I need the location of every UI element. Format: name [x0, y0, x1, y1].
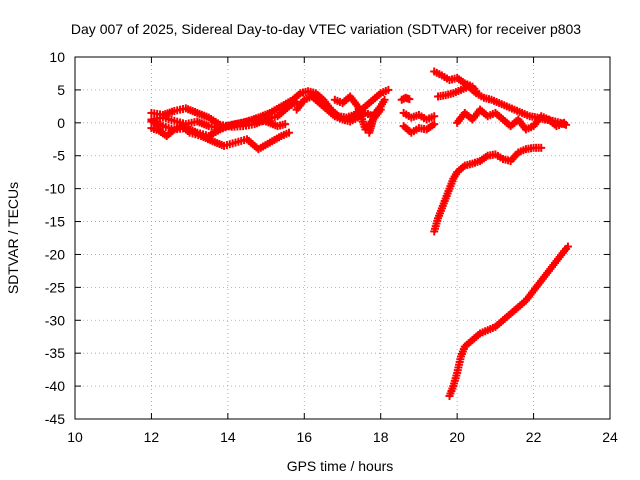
x-tick-label: 22: [526, 429, 542, 445]
y-tick-label: -35: [45, 345, 65, 361]
y-tick-label: -25: [45, 279, 65, 295]
data-point: [563, 242, 572, 251]
data-point: [430, 112, 439, 121]
data-point: [285, 128, 293, 137]
y-tick-label: -40: [45, 378, 65, 394]
y-tick-label: -15: [45, 214, 65, 230]
y-tick-label: -5: [53, 148, 66, 164]
data-point: [384, 85, 393, 94]
y-tick-label: 0: [57, 115, 65, 131]
chart-title: Day 007 of 2025, Sidereal Day-to-day VTE…: [71, 21, 581, 37]
data-point: [405, 95, 414, 104]
data-point: [537, 143, 546, 152]
y-tick-label: 5: [57, 82, 65, 98]
data-point: [376, 105, 385, 114]
x-tick-label: 18: [373, 429, 389, 445]
x-tick-label: 24: [602, 429, 618, 445]
y-tick-label: -30: [45, 312, 65, 328]
x-axis-title: GPS time / hours: [287, 458, 394, 474]
y-ticks: 10 5 0 -5 -10 -15 -20 -25 -30 -35 -40 -45: [45, 49, 610, 427]
data-point: [560, 118, 569, 127]
x-tick-label: 20: [449, 429, 465, 445]
data-point: [370, 108, 379, 117]
data-point: [281, 120, 290, 129]
data-point: [380, 95, 389, 104]
x-tick-label: 12: [144, 429, 160, 445]
x-tick-label: 10: [67, 429, 83, 445]
plot-frame: [74, 56, 611, 420]
x-ticks: 10 12 14 16 18 20 22 24: [67, 57, 618, 445]
y-tick-label: -20: [45, 246, 65, 262]
y-axis-title: SDTVAR / TECUs: [5, 182, 21, 294]
y-tick-label: -45: [45, 411, 65, 427]
y-tick-label: 10: [49, 49, 65, 65]
x-tick-label: 16: [296, 429, 312, 445]
y-tick-label: -10: [45, 181, 65, 197]
x-tick-label: 14: [220, 429, 236, 445]
plot-marks: [147, 67, 572, 400]
data-point: [430, 120, 439, 129]
